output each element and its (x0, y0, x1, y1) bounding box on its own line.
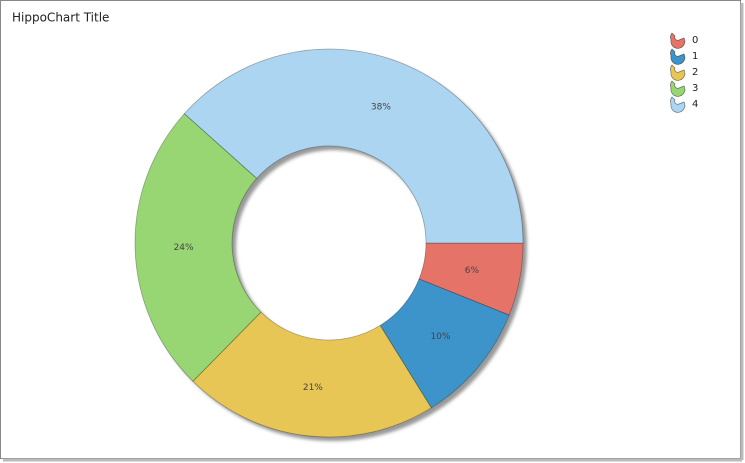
data-label: 6% (465, 266, 480, 276)
data-label: 24% (174, 243, 194, 253)
legend-label: 3 (692, 83, 698, 94)
legend-swatch (670, 80, 686, 97)
legend-label: 2 (692, 67, 698, 78)
data-label: 21% (303, 383, 323, 393)
slice (192, 311, 432, 438)
legend-swatch (670, 96, 686, 113)
legend-label: 1 (692, 51, 698, 62)
slice (134, 113, 262, 382)
chart-title: HippoChart Title (12, 11, 109, 25)
legend: 0 1 2 3 4 (670, 32, 698, 113)
legend-swatch (670, 48, 686, 65)
slice (379, 278, 510, 409)
data-label: 10% (430, 332, 450, 342)
slice (183, 48, 524, 244)
legend-swatch (670, 64, 686, 81)
data-label: 38% (371, 103, 391, 113)
legend-label: 0 (692, 35, 698, 46)
legend-label: 4 (692, 99, 698, 110)
donut: 6% 10% 21% 24% 38% (134, 48, 524, 438)
legend-swatch (670, 32, 686, 49)
